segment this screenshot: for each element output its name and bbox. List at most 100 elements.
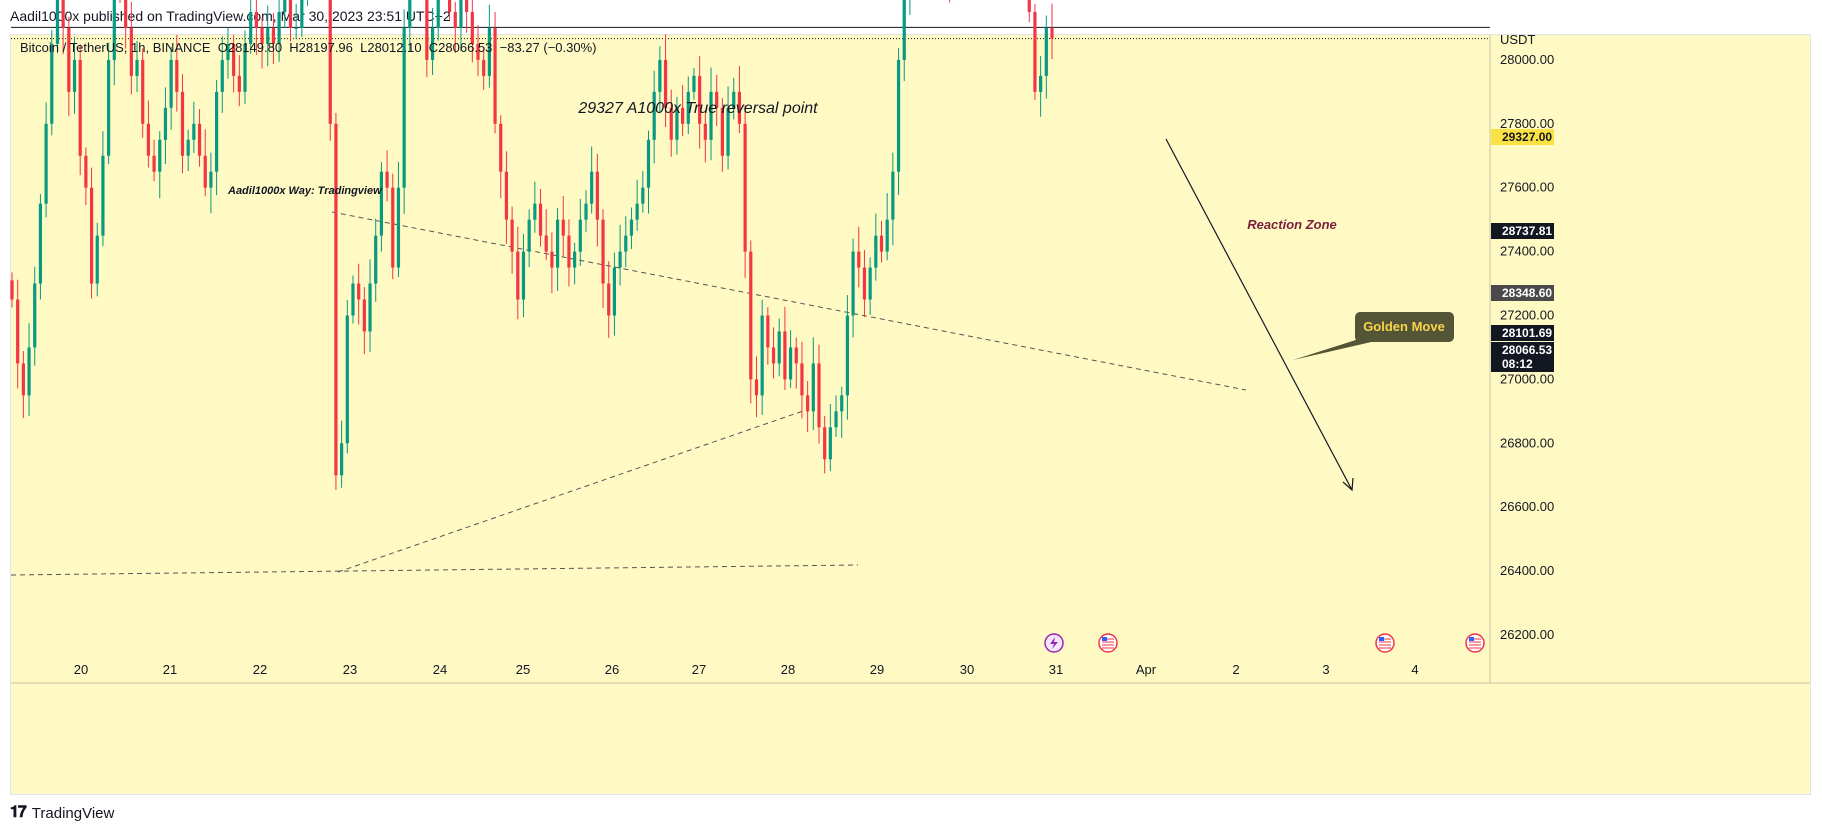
candle-body xyxy=(328,0,332,124)
candle-body xyxy=(521,251,526,300)
candle-body xyxy=(612,267,617,316)
candle-body xyxy=(885,219,889,252)
x-tick-label: 23 xyxy=(343,662,357,677)
candle-body xyxy=(806,395,810,412)
x-tick-label: 26 xyxy=(605,662,619,677)
candle-body xyxy=(493,27,497,124)
x-tick-label: 20 xyxy=(74,662,88,677)
candle-body xyxy=(374,235,378,284)
candle-body xyxy=(601,219,605,284)
candle-body xyxy=(590,171,594,204)
candle-body xyxy=(220,59,224,92)
candle-body xyxy=(709,91,713,140)
candle-body xyxy=(840,395,844,412)
candle-body xyxy=(862,267,867,300)
x-tick-label: 27 xyxy=(692,662,706,677)
y-tick-label: 28200.00 xyxy=(1500,0,1554,3)
candle-body xyxy=(141,59,145,124)
y-tick-label: 26400.00 xyxy=(1500,563,1554,578)
candle-body xyxy=(550,251,554,268)
candle-body xyxy=(385,171,389,188)
candle-body xyxy=(266,27,270,44)
candle-body xyxy=(567,235,571,268)
candle-body xyxy=(436,0,440,28)
candle-body xyxy=(459,0,463,28)
candle-body xyxy=(811,363,815,412)
candle-body xyxy=(186,139,190,156)
chart-area[interactable] xyxy=(10,34,1811,795)
candle-body xyxy=(345,315,349,444)
candle-body xyxy=(788,347,793,380)
us-flag-event-icon xyxy=(1098,633,1118,653)
price-badge-label: 28101.69 xyxy=(1502,326,1552,340)
candle-body xyxy=(89,187,94,284)
candle-body xyxy=(1050,27,1054,39)
price-badge-bg xyxy=(1491,325,1554,341)
candle-body xyxy=(288,0,293,28)
candle-body xyxy=(243,43,247,92)
candle-body xyxy=(107,59,111,156)
candle-body xyxy=(845,315,850,396)
support-trendline xyxy=(10,564,859,576)
candle-body xyxy=(50,43,54,124)
candle-body xyxy=(169,59,173,108)
x-tick-label: 25 xyxy=(516,662,530,677)
candle-body xyxy=(209,171,213,188)
candle-body xyxy=(720,107,724,156)
candle-body xyxy=(504,171,509,220)
price-badges: 29327.00 28737.81 28348.60 28101.69 28066.53… xyxy=(1491,129,1554,372)
candle-body xyxy=(67,27,71,92)
candle-body xyxy=(158,139,162,172)
reaction-zone-label: Reaction Zone xyxy=(1247,217,1337,232)
published-by-header: Aadil1000x published on TradingView.com,… xyxy=(10,8,451,24)
candle-body xyxy=(1044,27,1048,76)
candle-body xyxy=(476,43,480,60)
price-badge-label: 08:12 xyxy=(1502,357,1533,371)
candle-body xyxy=(527,219,531,252)
candle-body xyxy=(879,235,884,252)
candle-body xyxy=(300,0,304,28)
x-tick-label: 4 xyxy=(1411,662,1418,677)
flag-canton xyxy=(1469,637,1474,641)
candle-body xyxy=(1033,11,1037,92)
candle-body xyxy=(197,123,202,156)
candle-body xyxy=(834,411,838,428)
x-tick-label: 3 xyxy=(1322,662,1329,677)
candle-body xyxy=(1027,0,1031,12)
candle-body xyxy=(766,315,770,348)
candle-body xyxy=(277,11,281,44)
candle-body xyxy=(447,0,452,12)
candle-body xyxy=(16,299,20,364)
candle-body xyxy=(112,0,116,60)
candle-body xyxy=(641,187,645,204)
candle-body xyxy=(152,155,156,172)
candle-body xyxy=(584,203,588,220)
candle-body xyxy=(180,91,185,156)
price-axis: USDT 26200.00 26400.00 26600.00 26800.00 2700… xyxy=(1489,0,1554,683)
flag-canton xyxy=(1102,637,1107,641)
candle-body xyxy=(703,123,707,140)
forecast-arrow-head xyxy=(1342,477,1354,492)
x-tick-label: 2 xyxy=(1232,662,1239,677)
candle-body xyxy=(715,91,719,108)
candle-body xyxy=(84,155,88,188)
candle-body xyxy=(595,171,599,220)
candle-body xyxy=(351,283,355,316)
tradingview-footer[interactable]: 𝟏𝟕 TradingView xyxy=(10,804,114,822)
way-label: Aadil1000x Way: Tradingview xyxy=(227,185,383,197)
tradingview-logo-icon: 𝟏𝟕 xyxy=(10,804,27,821)
candle-body xyxy=(800,363,804,396)
candle-body xyxy=(362,299,366,332)
us-flag-event-icon xyxy=(1375,633,1395,653)
candle-body xyxy=(868,267,872,300)
forecast-arrow-line xyxy=(1165,138,1353,491)
candle-body xyxy=(544,235,548,252)
y-tick-label: 27600.00 xyxy=(1500,180,1554,195)
candle-body xyxy=(10,280,14,300)
candle-body xyxy=(226,43,230,60)
candle-body xyxy=(254,11,258,28)
candle-body xyxy=(402,27,406,188)
candle-body xyxy=(754,379,759,396)
time-axis: 20 21 22 23 24 25 26 27 28 29 30 31 Apr 2 3 4 xyxy=(11,662,1810,684)
